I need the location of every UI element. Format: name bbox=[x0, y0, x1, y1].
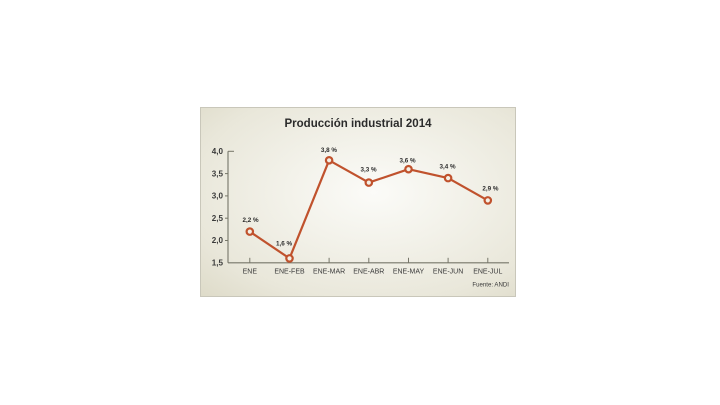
svg-text:2,9 %: 2,9 % bbox=[482, 186, 499, 193]
svg-text:1,5: 1,5 bbox=[212, 259, 224, 268]
svg-text:3,3 %: 3,3 % bbox=[360, 166, 377, 173]
svg-text:ENE-MAR: ENE-MAR bbox=[313, 268, 345, 275]
svg-text:ENE-ABR: ENE-ABR bbox=[353, 268, 384, 275]
svg-text:3,8 %: 3,8 % bbox=[321, 147, 338, 154]
svg-text:1,6 %: 1,6 % bbox=[276, 240, 293, 247]
svg-text:ENE-JUN: ENE-JUN bbox=[433, 268, 463, 275]
svg-text:ENE-JUL: ENE-JUL bbox=[473, 268, 502, 275]
svg-text:2,5: 2,5 bbox=[212, 214, 224, 223]
svg-text:3,5: 3,5 bbox=[212, 169, 224, 178]
svg-text:3,0: 3,0 bbox=[212, 192, 224, 201]
svg-text:4,0: 4,0 bbox=[212, 147, 224, 156]
svg-text:Fuente: ANDI: Fuente: ANDI bbox=[472, 282, 509, 289]
svg-text:ENE-MAY: ENE-MAY bbox=[393, 268, 425, 275]
svg-text:3,6 %: 3,6 % bbox=[399, 157, 416, 164]
svg-text:ENE-FEB: ENE-FEB bbox=[274, 268, 305, 275]
svg-text:3,4 %: 3,4 % bbox=[439, 164, 456, 171]
svg-text:2,0: 2,0 bbox=[212, 236, 224, 245]
svg-text:2,2 %: 2,2 % bbox=[242, 217, 259, 224]
svg-text:ENE: ENE bbox=[243, 268, 258, 275]
